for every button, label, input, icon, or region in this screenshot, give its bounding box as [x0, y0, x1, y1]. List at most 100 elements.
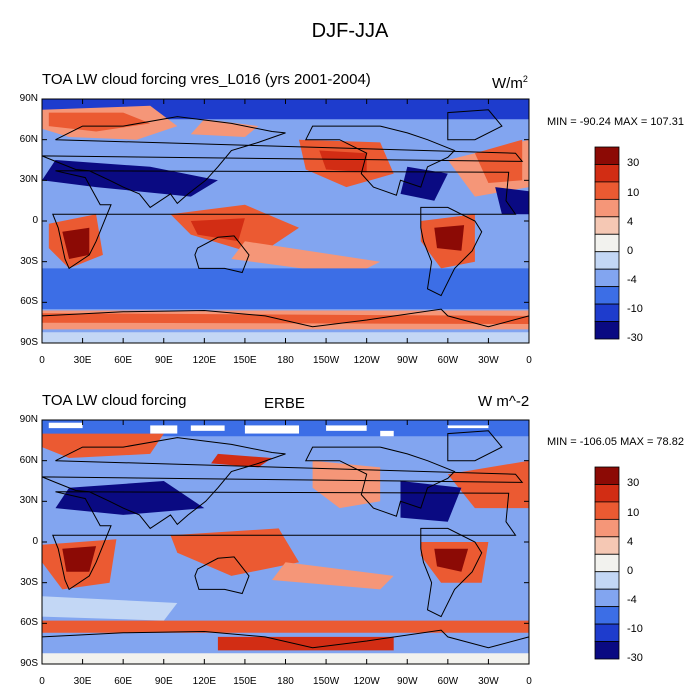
colorbar-swatch [594, 588, 620, 608]
colorbar-swatch [594, 606, 620, 625]
panel1-field-region [42, 160, 218, 197]
lon-tick-label: 30E [73, 355, 92, 366]
panel2-field-region [400, 481, 462, 522]
panel2-field-region [170, 528, 299, 576]
colorbar-label: -10 [627, 622, 643, 635]
lat-tick-label: 0 [32, 215, 38, 226]
panel2-field-region [62, 546, 97, 572]
panel2-minmax: MIN = -106.05 MAX = 78.82 [547, 436, 684, 448]
lat-tick-label: 30S [20, 576, 38, 588]
lon-tick-label: 150E [233, 355, 257, 366]
colorbar-swatch [594, 303, 620, 322]
colorbar-swatch [594, 216, 620, 235]
panel1-field-region [190, 218, 245, 242]
colorbar-swatch [594, 198, 620, 218]
lon-tick-label: 90W [396, 355, 418, 366]
panel2-coastline [52, 491, 517, 591]
panel1-field-region [42, 99, 529, 120]
panel2-missing-data [48, 422, 83, 429]
panel1-colorbar [594, 146, 620, 340]
colorbar-label: 0 [627, 564, 634, 577]
colorbar-swatch [594, 286, 620, 305]
lon-tick-label: 0 [526, 355, 532, 366]
lon-tick-label: 90E [154, 355, 173, 366]
panel2-colorbar [594, 466, 620, 660]
lat-tick-label: 90N [19, 93, 38, 104]
lon-tick-label: 150W [313, 355, 340, 366]
colorbar-label: 4 [627, 215, 634, 228]
lon-tick-label: 180 [277, 676, 294, 687]
lon-tick-label: 0 [39, 676, 45, 687]
panel2-missing-data [447, 425, 489, 429]
lon-tick-label: 30E [73, 676, 92, 687]
lon-tick-label: 150E [233, 676, 257, 687]
lat-tick-label: 0 [32, 536, 38, 547]
colorbar-label: -10 [627, 302, 643, 315]
panel1-title: TOA LW cloud forcing vres_L016 (yrs 2001… [42, 71, 371, 88]
panel2-field-region [434, 548, 469, 572]
panel2-field-region [217, 636, 394, 651]
colorbar-swatch [594, 466, 620, 485]
colorbar-label: -30 [627, 332, 643, 344]
colorbar-swatch [594, 321, 620, 340]
panel2-title: TOA LW cloud forcing [42, 392, 187, 409]
colorbar-label: 10 [627, 186, 640, 199]
lon-tick-label: 0 [39, 355, 45, 366]
lon-tick-label: 60E [114, 355, 133, 366]
colorbar-label: 30 [627, 157, 640, 170]
lon-tick-label: 150W [313, 676, 340, 687]
lon-tick-label: 120W [353, 676, 380, 687]
panel1-field-region [190, 119, 259, 137]
colorbar-label: -4 [627, 273, 637, 286]
lon-tick-label: 120W [353, 355, 380, 366]
colorbar-swatch [594, 181, 620, 200]
colorbar-swatch [594, 536, 620, 555]
lat-tick-label: 60S [20, 296, 38, 308]
lon-tick-label: 90W [396, 676, 418, 687]
panel2-coastline [304, 446, 456, 517]
colorbar-swatch [594, 233, 620, 253]
colorbar-swatch [594, 146, 620, 165]
panel1-minmax: MIN = -90.24 MAX = 107.31 [547, 116, 684, 128]
lat-tick-label: 90S [20, 658, 38, 669]
figure-title: DJF-JJA [311, 20, 389, 42]
panel2-field-region [272, 562, 394, 590]
panel2-missing-data [326, 425, 367, 431]
lat-tick-label: 30N [19, 174, 38, 186]
colorbar-swatch [594, 501, 620, 520]
lon-tick-label: 30W [478, 676, 499, 687]
panel1-coastline [41, 116, 524, 209]
colorbar-label: 4 [627, 535, 634, 548]
lat-tick-label: 90S [20, 337, 38, 348]
lon-tick-label: 60E [114, 676, 133, 687]
colorbar-swatch [594, 623, 620, 642]
lon-tick-label: 60W [437, 355, 459, 366]
colorbar-label: 0 [627, 244, 634, 257]
panel1-coastline [194, 235, 250, 274]
lon-tick-label: 60W [437, 676, 459, 687]
panel2-field-region [42, 596, 178, 621]
colorbar-label: -4 [627, 593, 637, 606]
panel2-missing-data [244, 425, 300, 434]
panel2-coastline [41, 629, 530, 649]
panel2-units: W m^-2 [478, 393, 530, 410]
panel1-field-region [231, 241, 381, 276]
panel2-center-title: ERBE [264, 395, 305, 412]
lon-tick-label: 30W [478, 355, 499, 366]
panel1-coastline [41, 308, 530, 328]
panel2-field-region [55, 481, 205, 515]
colorbar-swatch [594, 251, 620, 270]
panel1-field-region [62, 227, 90, 259]
panel1-units: W/m2 [492, 74, 528, 92]
colorbar-swatch [594, 641, 620, 660]
panel1-field-region [400, 166, 448, 201]
colorbar-swatch [594, 484, 620, 503]
lon-tick-label: 0 [526, 676, 532, 687]
lat-tick-label: 30N [19, 495, 38, 507]
colorbar-swatch [594, 268, 620, 288]
colorbar-label: -30 [627, 652, 643, 664]
panel1-coastline [420, 206, 483, 297]
panel2-coastline [420, 527, 483, 618]
colorbar-swatch [594, 553, 620, 573]
lat-tick-label: 60S [20, 617, 38, 629]
